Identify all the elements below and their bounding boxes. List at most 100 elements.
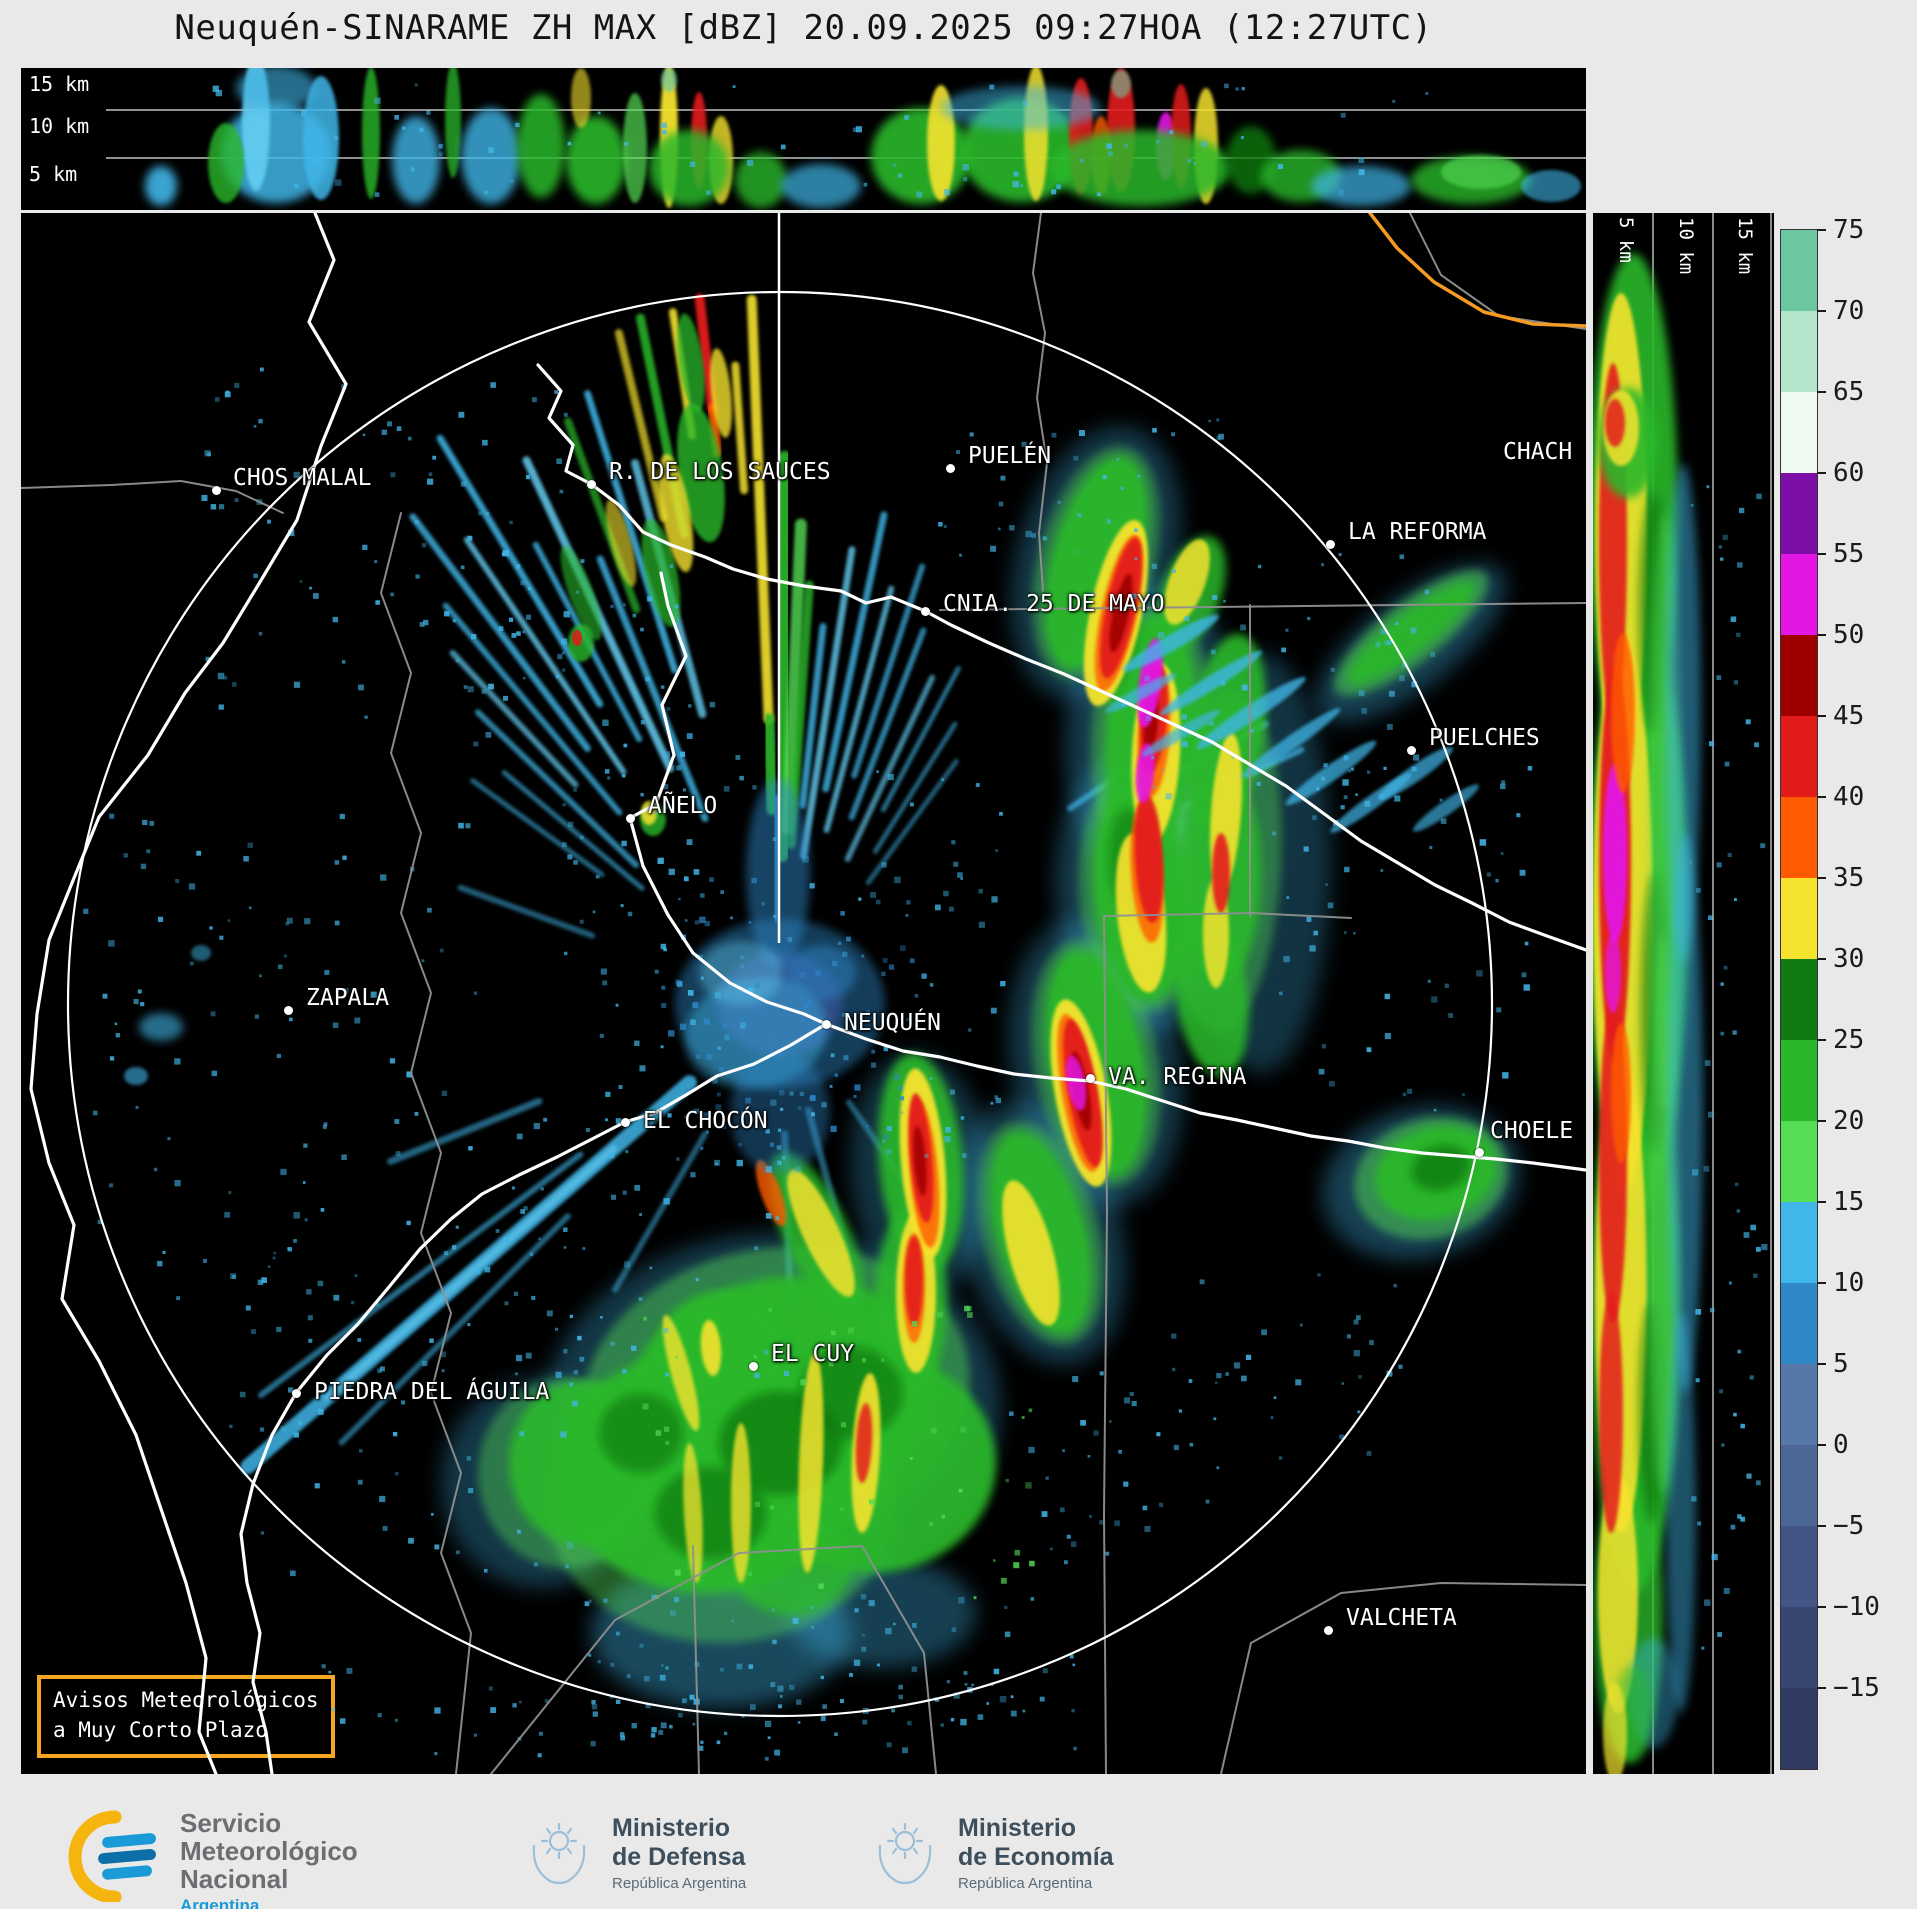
radar-echo-spoke	[823, 585, 895, 834]
city-label: ZAPALA	[306, 985, 390, 1011]
radar-echo-spoke	[731, 361, 749, 495]
city-label: CHACH	[1503, 439, 1573, 465]
colorbar-tick-mark	[1817, 877, 1826, 879]
smn-wordmark: Servicio Meteorológico Nacional Argentin…	[180, 1809, 358, 1909]
radar-echo-blob	[1441, 155, 1521, 189]
city-label: PUELÉN	[968, 443, 1052, 469]
radar-echo-blob	[661, 68, 677, 92]
radar-echo-spoke	[323, 1144, 618, 1402]
city-dot	[292, 1389, 301, 1398]
colorbar-tick-label: 15	[1833, 1187, 1865, 1217]
colorbar-segment	[1781, 311, 1817, 392]
radar-echo-spoke	[596, 555, 709, 823]
radar-echo-spoke	[822, 511, 888, 793]
radar-echo-spoke	[257, 1151, 584, 1399]
radar-echo-blob	[798, 1353, 824, 1573]
colorbar-tick-label: 55	[1833, 539, 1865, 569]
radar-echo-blob	[1065, 1055, 1087, 1111]
colorbar-segment	[1781, 716, 1817, 797]
altitude-label: 15 km	[1734, 217, 1756, 275]
colorbar-bar	[1780, 229, 1818, 1770]
city-dot	[284, 1006, 293, 1015]
colorbar-tick-label: 70	[1833, 296, 1865, 326]
city-label: PIEDRA DEL ÁGUILA	[314, 1379, 550, 1405]
radar-echo-blob	[730, 1053, 830, 1173]
radar-echo-spoke	[614, 329, 668, 522]
smn-name-line: Meteorológico	[180, 1835, 358, 1866]
radar-echo-blob	[735, 152, 787, 208]
city-label: PUELCHES	[1429, 725, 1540, 751]
radar-echo-spoke	[799, 546, 856, 860]
colorbar-segment	[1781, 1688, 1817, 1769]
radar-echo-spoke	[799, 622, 827, 809]
radar-echo-blob	[755, 1159, 787, 1227]
radar-echo-blob	[1605, 933, 1621, 1013]
radar-echo-blob	[913, 1126, 927, 1196]
radar-echo-blob	[1598, 1473, 1638, 1713]
radar-echo-blob	[362, 68, 380, 199]
colorbar-tick-mark	[1817, 472, 1826, 474]
radar-echo-spoke	[584, 390, 679, 674]
advisory-box: Avisos Meteorológicos a Muy Corto Plazo	[37, 1675, 335, 1758]
radar-echo-spoke	[387, 1097, 543, 1165]
radar-echo-blob	[1109, 573, 1133, 653]
ministry-defensa-block: Ministerio de Defensa República Argentin…	[520, 1814, 746, 1892]
radar-echo-blob	[1412, 784, 1480, 832]
radar-echo-blob	[1603, 1683, 1627, 1774]
radar-echo-spoke	[501, 770, 645, 891]
city-dot	[1326, 540, 1335, 549]
colorbar-segment	[1781, 1607, 1817, 1688]
radar-echo-blob	[1611, 633, 1635, 793]
radar-echo-blob	[649, 130, 729, 206]
radar-echo-spoke	[694, 293, 718, 413]
colorbar-tick-label: 35	[1833, 863, 1865, 893]
colorbar-tick-label: 40	[1833, 782, 1865, 812]
city-label: EL CUY	[771, 1341, 855, 1367]
radar-echo-spoke	[781, 518, 807, 836]
city-label: AÑELO	[648, 793, 718, 819]
radar-echo-blob	[445, 68, 461, 178]
altitude-label: 5 km	[1615, 217, 1637, 263]
radar-echo-blob	[623, 93, 647, 203]
radar-echo-blob	[303, 76, 339, 200]
colorbar-segment	[1781, 230, 1817, 311]
colorbar-segment	[1781, 878, 1817, 959]
colorbar-segment	[1781, 1526, 1817, 1607]
city-dot	[749, 1362, 758, 1371]
colorbar-tick-mark	[1817, 391, 1826, 393]
colorbar-tick-label: 20	[1833, 1106, 1865, 1136]
colorbar-tick-label: 60	[1833, 458, 1865, 488]
radar-echo-blob	[1521, 170, 1581, 202]
colorbar-tick-mark	[1817, 958, 1826, 960]
radar-echo-spoke	[442, 602, 623, 816]
city-dot	[1324, 1626, 1333, 1635]
radar-echo-blob	[1111, 70, 1131, 98]
colorbar-tick-mark	[1817, 310, 1826, 312]
radar-echo-blob	[781, 164, 861, 208]
argentina-coat-icon	[532, 1822, 586, 1885]
city-dot	[212, 486, 221, 495]
radar-echo-spoke	[463, 536, 627, 775]
advisory-line2: a Muy Corto Plazo	[53, 1718, 268, 1743]
colorbar-tick-label: −5	[1833, 1511, 1865, 1541]
colorbar: 75 70 65 60 55 50 45 40 35 30 25 20 15 10 5 0 −5 −10 −15	[1780, 215, 1917, 1790]
ministry-title-line: de Defensa	[612, 1842, 746, 1871]
city-dot	[626, 814, 635, 823]
colorbar-tick-mark	[1817, 634, 1826, 636]
radar-echo-spoke	[449, 649, 579, 788]
colorbar-tick-label: 5	[1833, 1349, 1849, 1379]
radar-echo-spoke	[457, 884, 596, 939]
colorbar-segment	[1781, 959, 1817, 1040]
colorbar-tick-labels: 75 70 65 60 55 50 45 40 35 30 25 20 15 10 5 0 −5 −10 −15	[1817, 215, 1917, 1769]
radar-echo-blob	[145, 166, 177, 206]
radar-echo-blob	[855, 1403, 873, 1483]
top-panel-canvas	[106, 68, 1586, 208]
colorbar-segment	[1781, 797, 1817, 878]
radar-echo-blob	[683, 1443, 703, 1583]
radar-echo-spoke	[848, 627, 927, 821]
colorbar-segment	[1781, 1202, 1817, 1283]
ministry-title-line: Ministerio	[612, 1814, 731, 1842]
advisory-line1: Avisos Meteorológicos	[53, 1688, 319, 1712]
radar-echo-blob	[729, 1511, 853, 1615]
argentina-coat-icon	[878, 1822, 932, 1885]
